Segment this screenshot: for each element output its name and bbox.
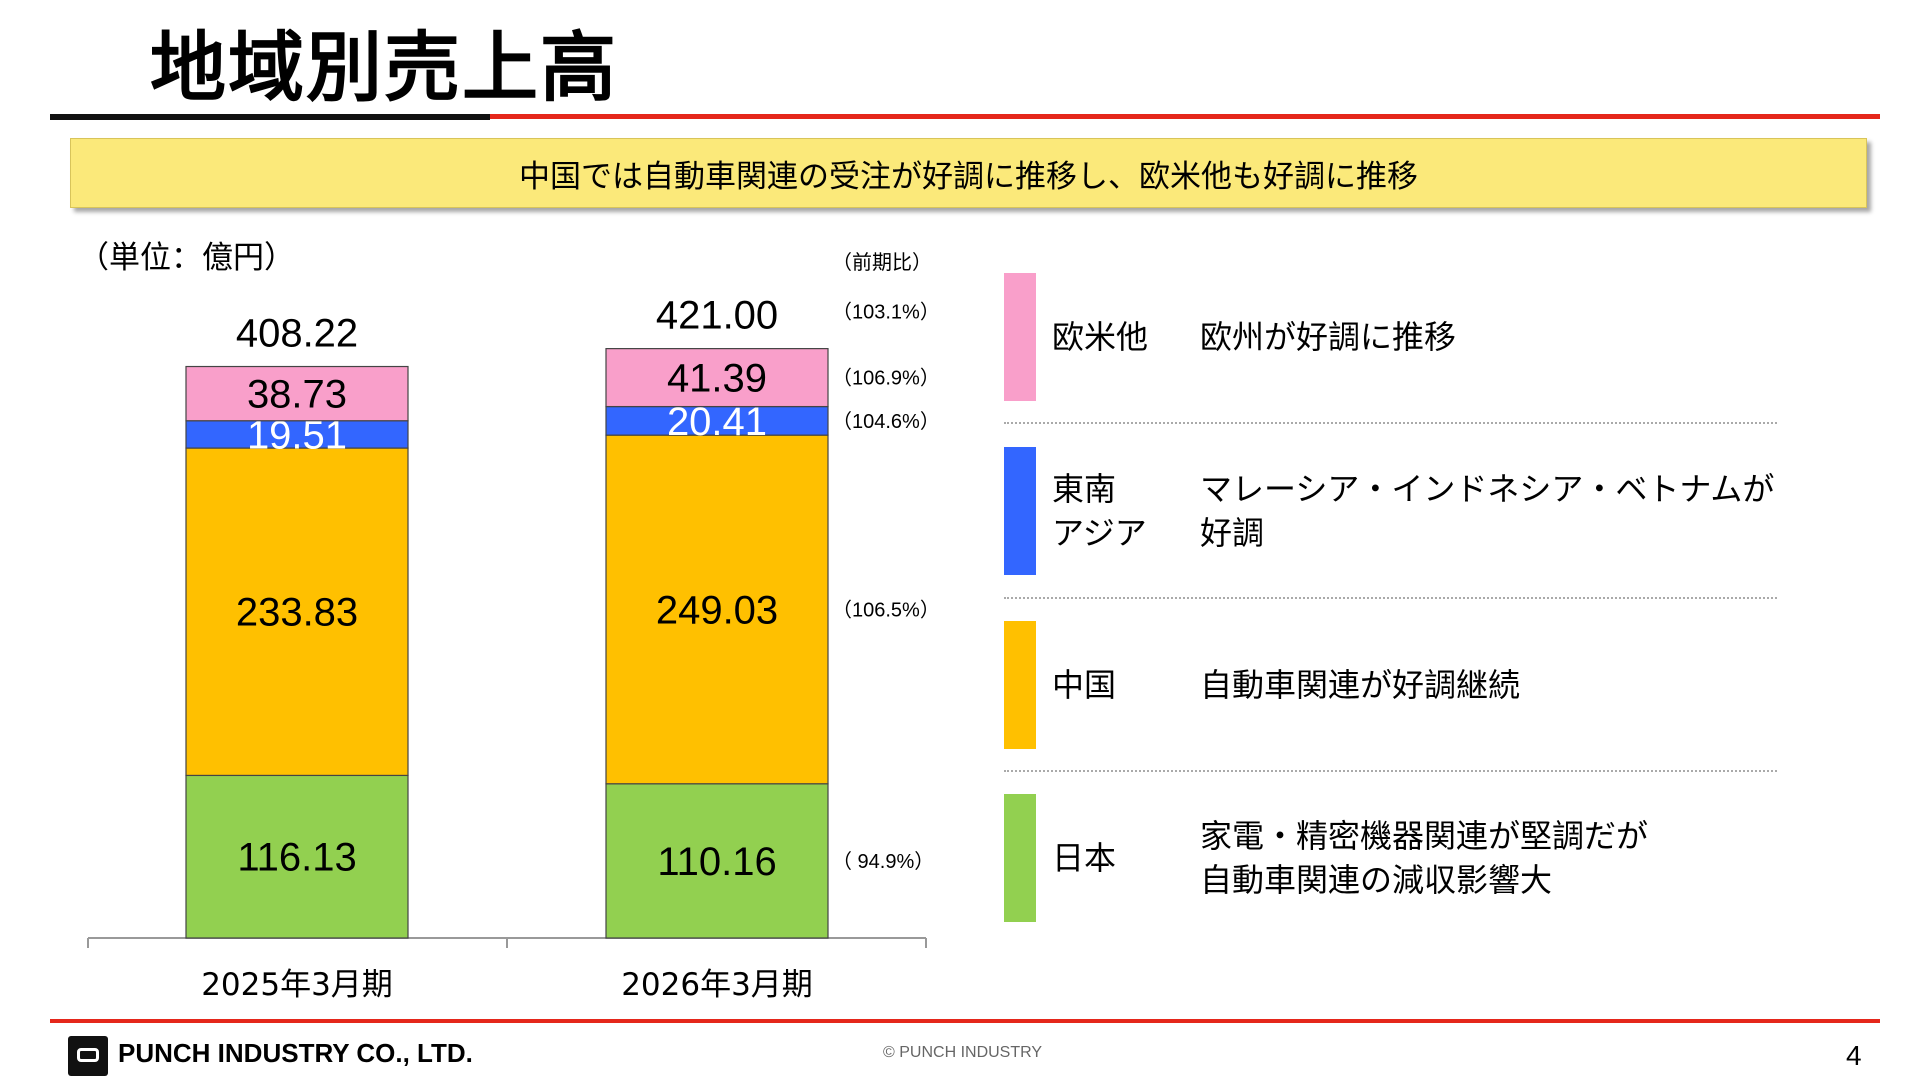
legend-description: マレーシア・インドネシア・ベトナムが 好調 — [1200, 467, 1774, 555]
bar-segment — [185, 774, 409, 939]
total-label: 421.00 — [656, 294, 778, 338]
data-label: 110.16 — [657, 840, 776, 884]
unit-label: （単位：億円） — [78, 240, 295, 276]
legend-separator — [1004, 422, 1777, 424]
data-label: 233.83 — [236, 591, 358, 635]
legend-swatch — [1004, 447, 1036, 575]
legend-description-line: マレーシア・インドネシア・ベトナムが — [1200, 470, 1775, 508]
punch-fist-logo-icon — [68, 1036, 108, 1076]
legend-separator — [1004, 770, 1777, 772]
yoy-total-label: （103.1%） — [832, 301, 940, 324]
bar-segment — [605, 405, 829, 436]
legend-region-name: 欧米他 — [1052, 315, 1148, 359]
category-label: 2025年3月期 — [201, 967, 393, 1000]
data-label: 20.41 — [667, 400, 767, 444]
yoy-header: （前期比） — [832, 250, 932, 274]
summary-banner-text: 中国では自動車関連の受注が好調に推移し、欧米他も好調に推移 — [519, 158, 1418, 195]
legend-description: 家電・精密機器関連が堅調だが 自動車関連の減収影響大 — [1200, 814, 1648, 902]
data-label: 41.39 — [667, 357, 767, 401]
copyright: © PUNCH INDUSTRY — [883, 1044, 1043, 1061]
legend-description-line: 自動車関連が好調継続 — [1200, 666, 1521, 704]
summary-banner: 中国では自動車関連の受注が好調に推移し、欧米他も好調に推移 — [70, 138, 1867, 208]
legend-separator — [1004, 597, 1777, 599]
footer-rule — [50, 1019, 1880, 1023]
yoy-label: （106.9%） — [832, 367, 940, 390]
page-number: 4 — [1846, 1040, 1862, 1071]
data-label: 249.03 — [656, 588, 778, 632]
legend-description-line: 欧州が好調に推移 — [1200, 318, 1457, 356]
bar-segment — [605, 348, 829, 408]
legend-region-name-line: 東南 — [1052, 470, 1117, 508]
legend-region-name: 日本 — [1052, 836, 1116, 880]
legend-description-line: 自動車関連の減収影響大 — [1200, 861, 1553, 899]
legend-swatch — [1004, 621, 1036, 749]
page-title: 地域別売上高 — [150, 23, 618, 112]
yoy-label: （104.6%） — [832, 410, 940, 433]
legend-description: 自動車関連が好調継続 — [1200, 663, 1520, 707]
bar-segment — [185, 447, 409, 777]
title-underline-dark — [50, 114, 490, 120]
data-label: 38.73 — [247, 373, 347, 417]
legend-region-name-line: 日本 — [1052, 839, 1117, 877]
bar-segment — [605, 434, 829, 785]
company-name: PUNCH INDUSTRY CO., LTD. — [118, 1038, 473, 1068]
legend-region-name-line: アジア — [1052, 514, 1147, 552]
legend-description-line: 家電・精密機器関連が堅調だが — [1200, 817, 1649, 855]
legend-swatch — [1004, 794, 1036, 922]
total-label: 408.22 — [236, 312, 358, 356]
category-label: 2026年3月期 — [621, 967, 813, 1000]
data-label: 116.13 — [237, 836, 356, 880]
legend-description: 欧州が好調に推移 — [1200, 315, 1456, 359]
title-underline-red — [490, 114, 1880, 119]
bar-segment — [185, 365, 409, 422]
legend-region-name-line: 中国 — [1052, 666, 1117, 704]
bar-segment — [605, 783, 829, 939]
legend-swatch — [1004, 273, 1036, 401]
legend-region-name-line: 欧米他 — [1052, 318, 1149, 356]
yoy-label: （106.5%） — [832, 598, 940, 621]
legend-region-name: 東南 アジア — [1052, 467, 1147, 555]
legend-region-name: 中国 — [1052, 663, 1116, 707]
yoy-label: （ 94.9%） — [832, 850, 934, 873]
legend-description-line: 好調 — [1200, 514, 1265, 552]
stacked-bar-chart: 116.13233.8319.5138.73408.222025年3月期110.… — [87, 294, 940, 1000]
